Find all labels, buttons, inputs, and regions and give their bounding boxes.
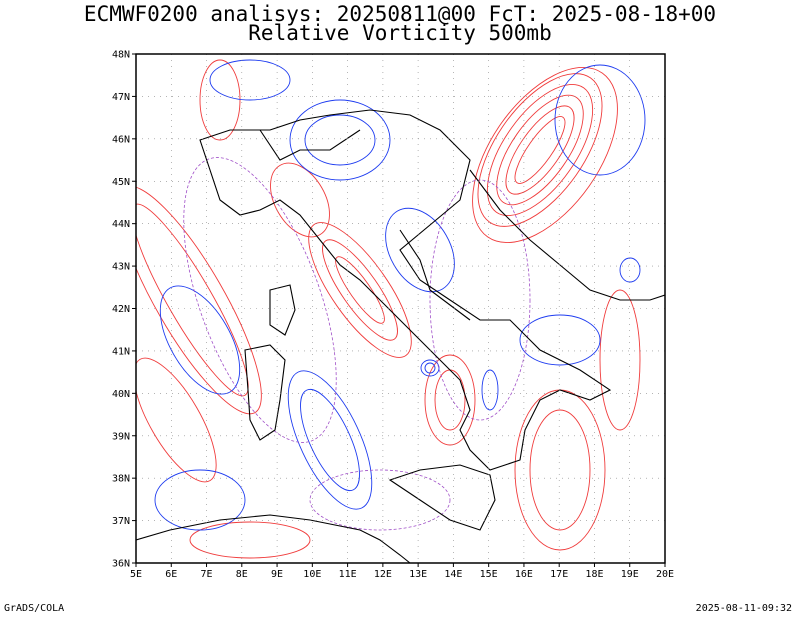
north-africa-coastline	[136, 514, 411, 563]
lon-tick-label: 14E	[444, 569, 462, 580]
contour-ring	[154, 469, 246, 531]
lat-tick-label: 37N	[112, 516, 130, 527]
contour-ring	[308, 222, 412, 358]
lon-tick-label: 6E	[165, 569, 177, 580]
contour-ring	[159, 285, 241, 395]
axis-ticks	[132, 53, 666, 567]
lon-tick-label: 15E	[480, 569, 498, 580]
axis-tick-labels: 5E 6E 7E 8E 9E 10E 11E 12E 13E 14E 15E 16E 17E 18E 19E…	[112, 50, 674, 581]
lat-tick-label: 41N	[112, 346, 130, 357]
contour-ring	[322, 239, 398, 341]
balkan-coastline	[469, 169, 665, 301]
lon-tick-label: 7E	[201, 569, 213, 580]
lon-tick-label: 18E	[585, 569, 603, 580]
lat-tick-label: 40N	[112, 389, 130, 400]
lon-tick-label: 9E	[271, 569, 283, 580]
contour-ring	[424, 362, 436, 374]
lat-tick-label: 47N	[112, 92, 130, 103]
contour-ring	[554, 64, 646, 176]
italy-coastline	[199, 109, 612, 471]
contour-ring	[309, 469, 451, 531]
contour-ring	[599, 289, 641, 431]
contour-ring	[514, 116, 566, 184]
lat-tick-label: 38N	[112, 474, 130, 485]
lon-tick-label: 20E	[656, 569, 674, 580]
contour-ring	[519, 314, 601, 366]
contour-ring	[481, 369, 499, 411]
contour-ring	[136, 203, 249, 397]
chart-subtitle: Relative Vorticity 500mb	[248, 21, 552, 45]
contour-ring	[209, 59, 291, 101]
contour-ring	[189, 521, 311, 559]
lat-tick-label: 44N	[112, 219, 130, 230]
contour-ring	[287, 370, 373, 510]
contour-ring	[477, 73, 603, 227]
grid-lines	[136, 54, 665, 563]
lat-tick-label: 39N	[112, 431, 130, 442]
lat-tick-label: 46N	[112, 134, 130, 145]
negative-vorticity-contours	[154, 59, 646, 531]
lon-tick-label: 5E	[130, 569, 142, 580]
lat-tick-label: 43N	[112, 262, 130, 273]
lat-tick-label: 45N	[112, 177, 130, 188]
positive-vorticity-contours	[136, 59, 641, 559]
internal-border	[259, 129, 361, 161]
contour-ring	[300, 388, 360, 492]
lon-tick-label: 12E	[374, 569, 392, 580]
contour-ring	[385, 207, 455, 293]
contour-ring	[420, 359, 440, 377]
contour-ring	[429, 179, 531, 421]
contour-ring	[486, 83, 594, 217]
contour-ring	[199, 59, 241, 141]
contour-ring	[529, 409, 591, 531]
lon-tick-label: 13E	[409, 569, 427, 580]
lon-tick-label: 8E	[236, 569, 248, 580]
contour-ring	[472, 66, 618, 244]
coastlines	[136, 109, 665, 563]
lat-tick-label: 48N	[112, 50, 130, 61]
footer-software-label: GrADS/COLA	[4, 603, 65, 614]
internal-border	[399, 229, 471, 321]
zero-vorticity-contours	[183, 157, 531, 531]
lon-tick-label: 16E	[515, 569, 533, 580]
corsica-coastline	[269, 284, 296, 336]
chart-title: ECMWF0200 analisys: 20250811@00 FcT: 202…	[83, 2, 717, 26]
sicily-coastline	[388, 464, 496, 531]
sardinia-coastline	[244, 344, 286, 441]
contour-ring	[304, 114, 376, 166]
contour-ring	[289, 99, 391, 181]
lon-tick-label: 19E	[621, 569, 639, 580]
footer-timestamp: 2025-08-11-09:32	[695, 603, 792, 614]
contour-ring	[183, 157, 337, 443]
lon-tick-label: 11E	[339, 569, 357, 580]
contour-ring	[270, 162, 330, 238]
lat-tick-label: 42N	[112, 304, 130, 315]
contour-ring	[496, 94, 584, 206]
contour-ring	[424, 354, 476, 446]
lat-tick-label: 36N	[112, 559, 130, 570]
contour-ring	[335, 256, 385, 324]
lon-tick-label: 10E	[303, 569, 321, 580]
lon-tick-label: 17E	[550, 569, 568, 580]
contour-ring	[136, 357, 217, 483]
